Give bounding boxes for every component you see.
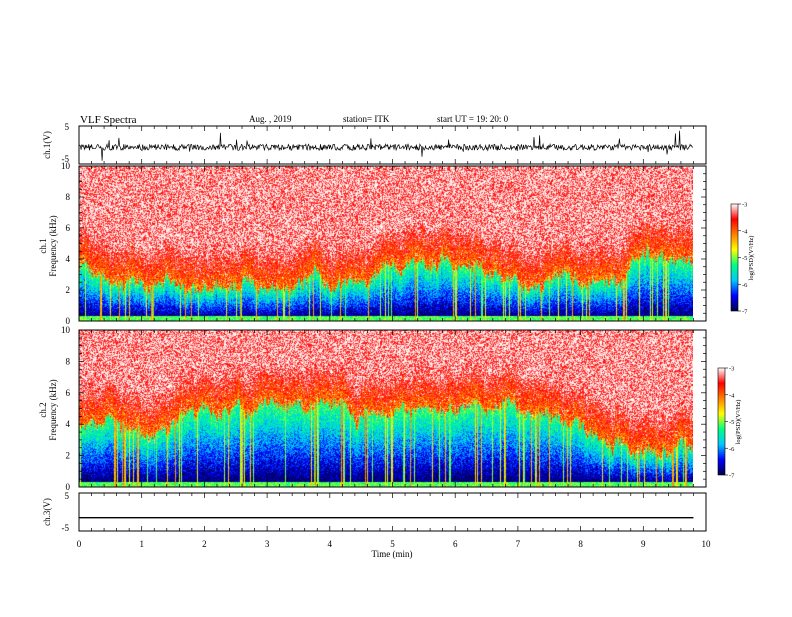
colorbar-tick-label: -4: [729, 392, 735, 399]
ch1-ytick-bottom: -5: [62, 154, 70, 164]
time-tick-label: 1: [139, 539, 144, 549]
colorbar-tick-label: -3: [742, 202, 747, 209]
colorbar-ch1: [730, 203, 739, 312]
freq-tick-label: 2: [66, 451, 71, 461]
time-tick-label: 6: [453, 539, 458, 549]
time-tick-label: 9: [641, 539, 646, 549]
freq-tick-label: 2: [66, 285, 71, 295]
colorbar-tick-label: -6: [742, 282, 748, 289]
panel-waveform-ch1: 5 -5 ch.1(V): [42, 122, 707, 165]
colorbar-tick-label: -6: [729, 446, 735, 453]
ch1-ytick-top: 5: [65, 122, 70, 132]
spectrogram-ch1-image: [79, 166, 693, 321]
freq-tick-label: 6: [66, 388, 71, 398]
colorbar-tick-label: -5: [742, 255, 747, 262]
spec2-ylabel-frequency: Frequency (kHz): [48, 379, 58, 440]
time-tick-label: 2: [202, 539, 207, 549]
colorbar-tick-label: -3: [729, 366, 734, 373]
freq-tick-label: 0: [66, 316, 71, 326]
time-tick-label: 4: [328, 539, 333, 549]
ch3-ytick-top: 5: [65, 491, 70, 501]
figure-title: VLF Spectra: [80, 114, 137, 126]
colorbar-ch2: [717, 367, 726, 476]
spec1-ylabel-frequency: Frequency (kHz): [48, 215, 58, 276]
waveform-ch1-line: [78, 130, 694, 161]
ch3-waveform-ylabel: ch.3(V): [42, 498, 52, 526]
time-tick-label: 5: [390, 539, 395, 549]
freq-tick-label: 8: [66, 356, 71, 366]
time-tick-label: 10: [702, 539, 712, 549]
colorbar-tick-label: -5: [729, 419, 734, 426]
date-label: Aug. , 2019: [249, 114, 292, 124]
freq-tick-label: 6: [66, 223, 71, 233]
colorbar-tick-label: -7: [742, 309, 748, 316]
ch1-waveform-ylabel: ch.1(V): [42, 131, 52, 159]
colorbar-tick-label: -7: [729, 473, 735, 480]
ch3-ytick-bottom: -5: [62, 523, 70, 533]
time-tick-label: 3: [265, 539, 270, 549]
time-axis-label: Time (min): [372, 549, 413, 559]
freq-tick-label: 4: [66, 254, 71, 264]
colorbar-ch1-label: log(PSD)(V²/Hz): [748, 236, 755, 281]
spec2-ylabel-channel: ch.2: [38, 402, 48, 417]
spectrogram-ch2-image: [79, 330, 693, 487]
panel-waveform-ch3: 5 -5 ch.3(V): [42, 491, 707, 533]
freq-tick-label: 4: [66, 419, 71, 429]
spec1-ylabel-channel: ch.1: [38, 238, 48, 253]
time-tick-label: 8: [578, 539, 583, 549]
time-axis-ticks: [78, 126, 707, 531]
freq-tick-label: 8: [66, 192, 71, 202]
time-tick-label: 7: [516, 539, 521, 549]
time-tick-label: 0: [77, 539, 82, 549]
freq-tick-label: 10: [61, 325, 71, 335]
time-axis-tick-labels: 0 1 2 3 4 5 6 7 8 9 10: [77, 539, 711, 549]
freq-tick-label: 0: [66, 482, 71, 492]
start-time-label: start UT = 19: 20: 0: [437, 114, 509, 124]
station-label: station= ITK: [343, 114, 390, 124]
colorbar-tick-label: -4: [742, 228, 748, 235]
colorbar-ch2-label: log(PSD)(V²/Hz): [735, 400, 742, 445]
freq-tick-label: 10: [61, 161, 71, 171]
